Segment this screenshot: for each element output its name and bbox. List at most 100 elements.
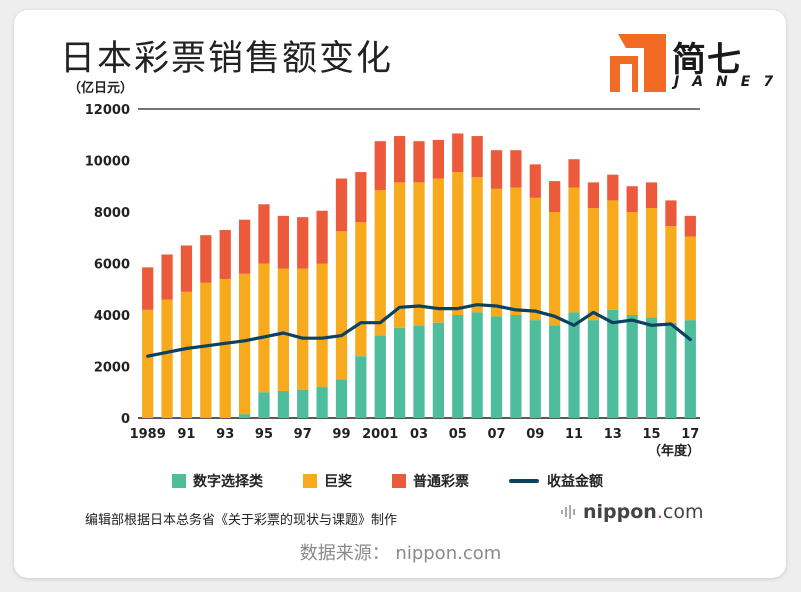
bar-segment-regular xyxy=(413,141,425,183)
bar-segment-regular xyxy=(452,133,464,173)
bar-segment-jackpot xyxy=(142,309,154,418)
bar-segment-jackpot xyxy=(394,182,406,328)
y-tick-label: 6000 xyxy=(94,258,130,273)
bar-segment-numbers xyxy=(549,325,561,418)
bar-segment-numbers xyxy=(684,320,696,418)
legend-label: 数字选择类 xyxy=(193,474,263,490)
bar-segment-regular xyxy=(490,150,503,189)
y-tick-label: 2000 xyxy=(94,361,130,376)
bar-segment-numbers xyxy=(665,322,677,418)
bar-segment-numbers xyxy=(529,320,541,418)
bar-segment-jackpot xyxy=(238,273,251,415)
bar-segment-jackpot xyxy=(161,299,173,418)
nippon-tld: com xyxy=(662,501,704,523)
x-tick-label: 07 xyxy=(487,427,505,442)
bar-segment-regular xyxy=(200,235,212,283)
bar-segment-regular xyxy=(161,254,173,300)
x-tick-label: 95 xyxy=(255,427,273,442)
x-tick-label: 13 xyxy=(604,427,622,442)
bar-segment-regular xyxy=(587,182,600,209)
logo-chinese-text: 简七 xyxy=(672,40,742,80)
bar-segment-jackpot xyxy=(587,208,600,321)
bar-segment-regular xyxy=(374,141,386,191)
nippon-dot: . xyxy=(656,501,663,523)
bar-segment-numbers xyxy=(490,316,503,418)
bar-segment-jackpot xyxy=(180,291,193,418)
chart-legend: 数字选择类 巨奖 普通彩票 收益金额 xyxy=(172,470,643,492)
bar-segment-regular xyxy=(432,139,444,179)
bar-segment-numbers xyxy=(258,392,270,418)
y-tick-label: 8000 xyxy=(94,206,130,221)
bar-segment-jackpot xyxy=(316,263,328,388)
bar-segment-jackpot xyxy=(258,263,270,393)
bar-segment-numbers xyxy=(432,322,444,418)
profit-line-series xyxy=(146,303,692,358)
bar-segment-regular xyxy=(142,267,154,310)
bar-segment-jackpot xyxy=(490,188,503,317)
y-tick-label: 4000 xyxy=(94,309,130,324)
bar-segment-numbers xyxy=(297,389,309,418)
nippon-name: nippon xyxy=(583,501,657,523)
y-tick-label: 12000 xyxy=(85,103,130,118)
x-tick-label: 99 xyxy=(332,427,350,442)
bar-segment-numbers xyxy=(355,356,367,418)
bar-segment-regular xyxy=(626,186,638,212)
bar-segment-regular xyxy=(394,136,406,183)
legend-label: 普通彩票 xyxy=(413,474,469,490)
y-tick-label: 0 xyxy=(121,412,130,427)
x-tick-label: 05 xyxy=(449,427,467,442)
bar-segment-regular xyxy=(549,181,561,212)
bar-segment-regular xyxy=(529,164,541,198)
x-tick-label: 93 xyxy=(216,427,234,442)
bar-segment-regular xyxy=(258,204,270,264)
page-title: 日本彩票销售额变化 xyxy=(60,39,394,79)
y-axis-unit-label: （亿日元） xyxy=(68,80,133,96)
bar-segment-numbers xyxy=(645,317,658,418)
bar-segment-jackpot xyxy=(297,268,309,390)
bar-segment-regular xyxy=(645,182,658,209)
bar-segment-regular xyxy=(180,245,193,292)
bar-segment-jackpot xyxy=(335,231,348,380)
y-tick-label: 10000 xyxy=(85,155,130,170)
legend-item-profit: 收益金额 xyxy=(509,471,603,491)
bar-segment-regular xyxy=(219,230,231,279)
bar-segment-jackpot xyxy=(626,212,638,315)
bar-segment-jackpot xyxy=(645,208,658,318)
bar-segment-numbers xyxy=(626,315,638,418)
bar-segment-jackpot xyxy=(219,278,231,418)
bar-segment-regular xyxy=(297,217,309,269)
nippon-logo: nippon . com xyxy=(560,501,703,523)
bar-segment-jackpot xyxy=(355,222,367,357)
legend-line xyxy=(509,479,539,483)
bar-segment-jackpot xyxy=(607,200,619,310)
bar-segment-numbers xyxy=(413,325,425,418)
bar-segment-jackpot xyxy=(510,187,522,315)
x-tick-label: 97 xyxy=(294,427,312,442)
bar-segment-regular xyxy=(607,174,619,201)
bar-segment-regular xyxy=(238,219,251,274)
legend-swatch xyxy=(172,474,186,488)
legend-label: 巨奖 xyxy=(324,474,352,490)
x-axis-unit-label: （年度） xyxy=(648,443,700,459)
bar-segment-numbers xyxy=(471,312,483,418)
bar-segment-regular xyxy=(277,215,289,269)
bar-segment-numbers xyxy=(238,414,251,418)
bar-segment-numbers xyxy=(568,312,580,418)
bar-segment-regular xyxy=(684,215,696,237)
logo-english-text: JANE7 xyxy=(674,74,787,90)
bar-segment-numbers xyxy=(587,320,600,418)
bar-segment-regular xyxy=(316,210,328,264)
x-tick-label: 15 xyxy=(643,427,661,442)
bar-segment-regular xyxy=(568,159,580,188)
bar-segment-jackpot xyxy=(452,172,464,315)
x-tick-label: 17 xyxy=(681,427,699,442)
jane7-logo-mark xyxy=(610,34,666,92)
bar-segment-numbers xyxy=(335,379,348,418)
bar-segment-jackpot xyxy=(413,182,425,326)
sound-wave-icon xyxy=(561,505,575,519)
bar-segment-numbers xyxy=(316,387,328,418)
legend-item-jackpot: 巨奖 xyxy=(303,471,352,491)
bar-segment-jackpot xyxy=(549,212,561,326)
x-tick-label: 91 xyxy=(177,427,195,442)
legend-swatch xyxy=(392,474,406,488)
